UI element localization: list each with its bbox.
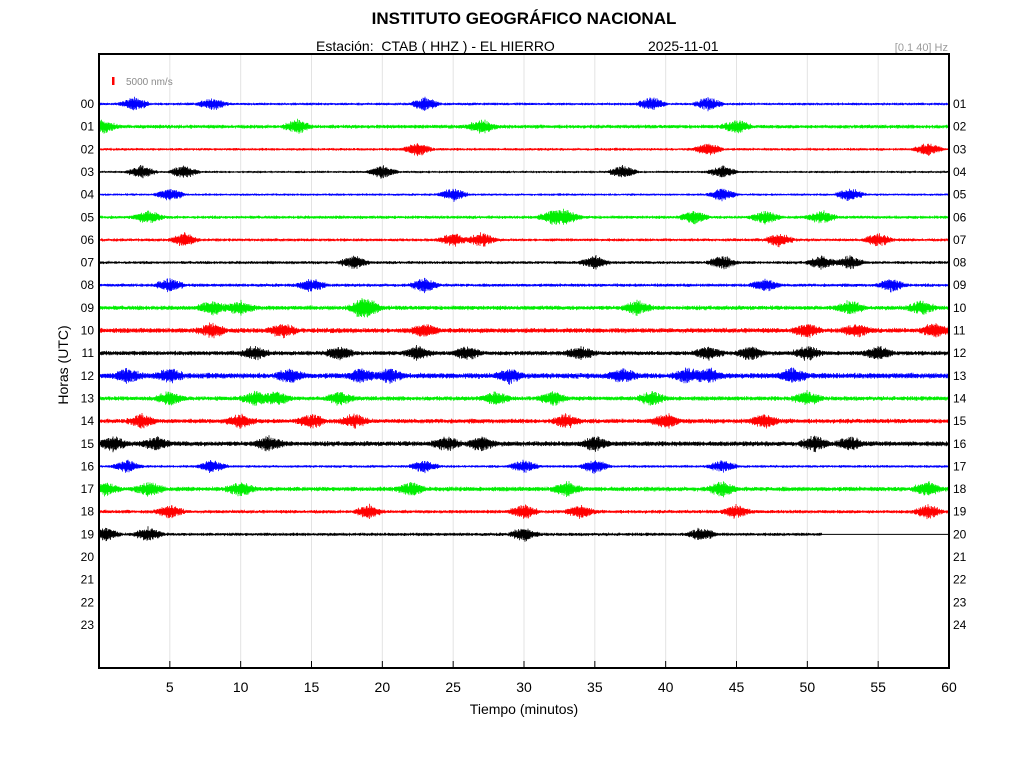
y-axis-label: Horas (UTC) — [55, 325, 71, 404]
y-axis-labels-left: 00 01 02 03 04 05 06 07 08 09 10 11 12 13 14 15 16 17 18 19… — [81, 97, 95, 632]
x-tick-label: 35 — [587, 679, 603, 695]
hour-label-left: 23 — [81, 618, 95, 632]
scale-bar-label: 5000 nm/s — [126, 77, 173, 88]
hour-label-left: 12 — [81, 369, 95, 383]
hour-label-right: 05 — [953, 188, 967, 202]
hour-label-left: 11 — [82, 346, 95, 360]
hour-label-right: 10 — [953, 301, 967, 315]
hour-label-right: 01 — [953, 97, 967, 111]
hour-label-left: 22 — [81, 595, 95, 609]
hour-label-right: 03 — [953, 142, 967, 156]
hour-label-right: 21 — [953, 550, 967, 564]
trace-hour-19 — [99, 526, 822, 542]
hour-label-left: 01 — [81, 120, 95, 134]
hour-label-left: 07 — [81, 256, 95, 270]
hour-label-right: 14 — [953, 391, 967, 405]
hour-label-left: 03 — [81, 165, 95, 179]
x-tick-label: 50 — [800, 679, 816, 695]
hour-label-left: 18 — [81, 505, 95, 519]
hour-label-right: 06 — [953, 210, 967, 224]
hour-label-left: 17 — [81, 482, 95, 496]
hour-label-right: 11 — [953, 324, 966, 338]
date-label: 2025-11-01 — [648, 38, 719, 54]
hour-label-right: 18 — [953, 482, 967, 496]
x-tick-label: 20 — [375, 679, 391, 695]
hour-label-right: 20 — [953, 527, 967, 541]
hour-label-right: 19 — [953, 505, 967, 519]
x-tick-label: 55 — [870, 679, 886, 695]
hour-label-right: 02 — [953, 120, 967, 134]
hour-label-right: 23 — [953, 595, 967, 609]
hour-label-right: 15 — [953, 414, 967, 428]
x-tick-label: 60 — [941, 679, 957, 695]
y-axis-labels-right: 01 02 03 04 05 06 07 08 09 10 11 12 13 14 15 16 17 18 19 20… — [953, 97, 967, 632]
hour-label-left: 08 — [81, 278, 95, 292]
hour-label-right: 16 — [953, 437, 967, 451]
hour-label-left: 04 — [81, 188, 95, 202]
hour-label-left: 00 — [81, 97, 95, 111]
x-tick-label: 45 — [729, 679, 745, 695]
plot-frame — [98, 53, 950, 669]
scale-bar — [112, 77, 115, 85]
hour-label-right: 24 — [953, 618, 967, 632]
hour-label-right: 07 — [953, 233, 967, 247]
x-axis-label: Tiempo (minutos) — [470, 701, 578, 717]
x-tick-label: 40 — [658, 679, 674, 695]
hour-label-left: 13 — [81, 391, 95, 405]
x-axis-ticks: 5 10 15 20 25 30 35 40 45 50 55 60 — [166, 661, 957, 695]
station-label: Estación: CTAB ( HHZ ) - EL HIERRO — [316, 38, 555, 54]
hour-label-left: 16 — [81, 459, 95, 473]
hour-label-left: 10 — [81, 324, 95, 338]
hour-label-right: 08 — [953, 256, 967, 270]
hour-label-right: 22 — [953, 573, 967, 587]
x-tick-label: 15 — [304, 679, 320, 695]
hour-label-left: 14 — [81, 414, 95, 428]
x-tick-label: 30 — [516, 679, 532, 695]
hour-label-left: 15 — [81, 437, 95, 451]
x-tick-label: 5 — [166, 679, 174, 695]
hour-label-right: 13 — [953, 369, 967, 383]
hour-label-right: 12 — [953, 346, 967, 360]
hour-label-right: 04 — [953, 165, 967, 179]
hour-label-left: 09 — [81, 301, 95, 315]
seismic-traces — [99, 96, 950, 542]
hour-label-left: 06 — [81, 233, 95, 247]
hour-label-left: 02 — [81, 142, 95, 156]
filter-band-label: [0.1 40] Hz — [894, 42, 948, 54]
hour-label-left: 21 — [81, 573, 95, 587]
chart-title: INSTITUTO GEOGRÁFICO NACIONAL — [371, 9, 677, 28]
x-tick-label: 25 — [445, 679, 461, 695]
x-tick-label: 10 — [233, 679, 249, 695]
hour-label-right: 17 — [953, 459, 967, 473]
hour-label-left: 20 — [81, 550, 95, 564]
hour-label-right: 09 — [953, 278, 967, 292]
grid — [169, 55, 879, 667]
hour-label-left: 05 — [81, 210, 95, 224]
hour-label-left: 19 — [81, 527, 95, 541]
